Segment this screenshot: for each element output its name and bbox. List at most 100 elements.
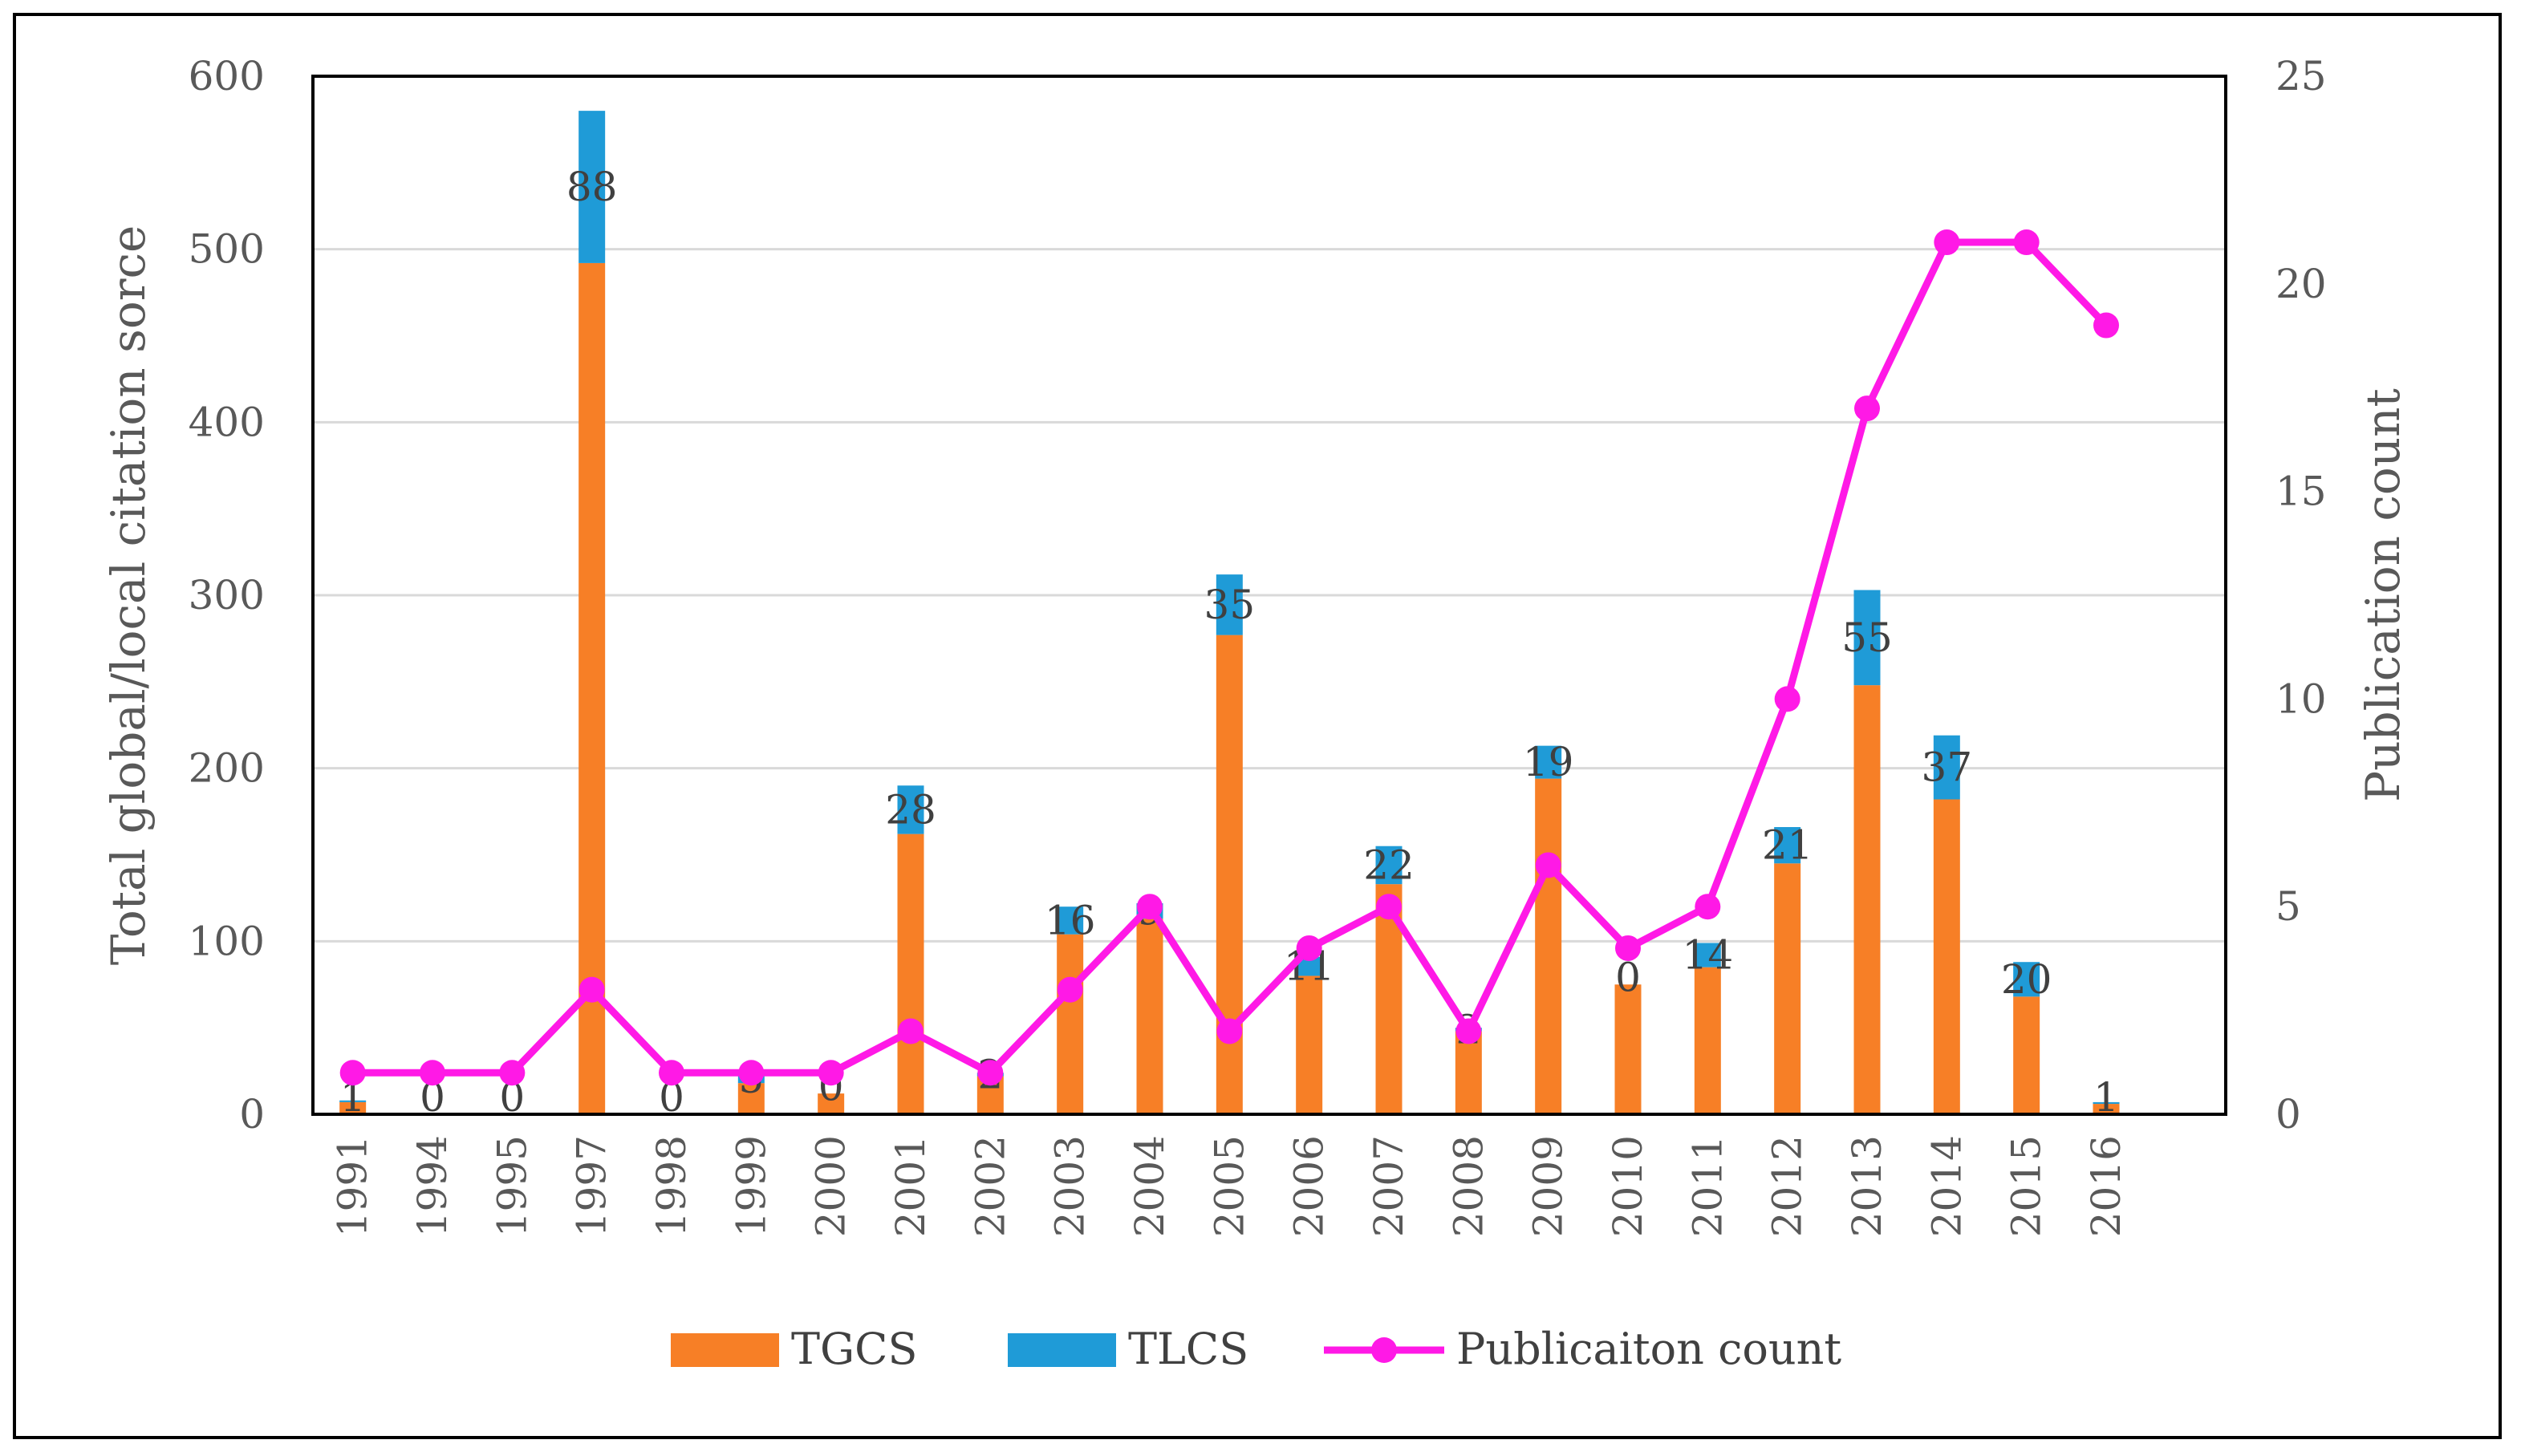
publication-point-2005 — [1216, 1018, 1243, 1044]
y2-tick-15: 15 — [2275, 468, 2327, 515]
bar-tlcs-2012 — [1774, 826, 1801, 864]
x-tick-1997: 1997 — [569, 1135, 615, 1237]
data-label-2003: 16 — [1045, 897, 1096, 943]
data-label-2009: 19 — [1523, 739, 1574, 785]
publication-point-1997 — [578, 976, 605, 1003]
bar-tgcs-2009 — [1535, 778, 1562, 1114]
legend-swatch-tgcs — [671, 1333, 779, 1367]
publication-point-2013 — [1854, 395, 1880, 422]
publication-point-1995 — [499, 1060, 526, 1086]
publication-point-2004 — [1137, 894, 1163, 920]
bar-tlcs-2014 — [1933, 735, 1960, 800]
bar-tgcs-2008 — [1455, 1031, 1482, 1114]
x-tick-2005: 2005 — [1206, 1135, 1252, 1237]
publication-point-2012 — [1774, 686, 1800, 712]
x-tick-1998: 1998 — [648, 1135, 695, 1237]
x-tick-1999: 1999 — [728, 1135, 774, 1237]
y-tick-400: 400 — [189, 399, 265, 445]
bar-tlcs-2005 — [1216, 574, 1243, 635]
y2-tick-25: 25 — [2275, 53, 2327, 99]
legend-label-tlcs: TLCS — [1128, 1324, 1248, 1374]
bar-tgcs-2001 — [897, 833, 924, 1114]
publication-point-2016 — [2093, 312, 2119, 339]
x-tick-2006: 2006 — [1286, 1135, 1333, 1237]
x-tick-2009: 2009 — [1525, 1135, 1572, 1237]
publication-point-2011 — [1695, 894, 1721, 920]
bar-tgcs-2011 — [1694, 967, 1721, 1114]
data-label-2012: 21 — [1762, 822, 1813, 869]
publication-point-2009 — [1535, 852, 1561, 878]
bar-tlcs-2006 — [1296, 956, 1323, 976]
chart-frame — [13, 13, 2502, 1439]
x-tick-2002: 2002 — [967, 1135, 1013, 1237]
bar-tlcs-2016 — [2093, 1101, 2120, 1105]
publication-point-2014 — [1934, 229, 1960, 256]
legend-swatch-tlcs — [1008, 1333, 1116, 1367]
publication-point-2000 — [818, 1060, 844, 1086]
y-tick-100: 100 — [189, 918, 265, 964]
x-tick-2014: 2014 — [1923, 1135, 1970, 1237]
x-tick-2004: 2004 — [1127, 1135, 1173, 1237]
bar-tlcs-1991 — [339, 1100, 367, 1102]
x-tick-2001: 2001 — [887, 1135, 934, 1237]
data-label-2011: 14 — [1683, 932, 1734, 979]
publication-point-1999 — [738, 1060, 765, 1086]
bar-tgcs-2016 — [2093, 1104, 2120, 1114]
bar-tlcs-2011 — [1694, 943, 1721, 967]
bar-tlcs-2003 — [1057, 906, 1084, 935]
bar-tgcs-2010 — [1614, 984, 1642, 1114]
publication-point-2001 — [898, 1018, 924, 1044]
y-tick-200: 200 — [189, 745, 265, 792]
data-label-2016: 1 — [2093, 1074, 2119, 1121]
x-tick-2013: 2013 — [1844, 1135, 1890, 1237]
publication-point-2008 — [1455, 1018, 1482, 1044]
x-tick-1995: 1995 — [489, 1135, 535, 1237]
x-tick-2015: 2015 — [2003, 1135, 2050, 1237]
y-tick-600: 600 — [189, 53, 265, 99]
y2-tick-0: 0 — [2275, 1091, 2301, 1138]
data-label-2013: 55 — [1841, 614, 1893, 661]
y2-tick-5: 5 — [2275, 883, 2301, 930]
data-label-2001: 28 — [885, 786, 936, 833]
bar-tgcs-2003 — [1057, 934, 1084, 1114]
data-label-1997: 88 — [566, 164, 618, 210]
y-tick-0: 0 — [239, 1091, 265, 1138]
bar-tlcs-2009 — [1535, 745, 1562, 779]
publication-point-2007 — [1376, 894, 1402, 920]
data-label-2007: 22 — [1363, 842, 1415, 888]
bar-tlcs-1997 — [578, 111, 606, 263]
bar-tlcs-2015 — [2013, 962, 2040, 997]
x-tick-2016: 2016 — [2083, 1135, 2129, 1237]
publication-point-2006 — [1296, 935, 1322, 961]
y2-tick-10: 10 — [2275, 675, 2327, 722]
data-label-2010: 0 — [1615, 955, 1641, 1001]
publication-point-1994 — [420, 1060, 445, 1086]
x-tick-2000: 2000 — [808, 1135, 855, 1237]
bar-tgcs-1997 — [578, 262, 606, 1114]
legend: TGCS TLCS Publicaiton count — [671, 1324, 1841, 1374]
bar-tgcs-2013 — [1853, 685, 1881, 1114]
x-tick-2007: 2007 — [1366, 1135, 1412, 1237]
x-tick-2008: 2008 — [1445, 1135, 1492, 1237]
publication-point-1998 — [659, 1060, 684, 1086]
publication-point-2010 — [1615, 935, 1641, 961]
bar-tgcs-2000 — [818, 1093, 845, 1114]
bar-tgcs-1999 — [737, 1083, 765, 1114]
axes — [311, 75, 2227, 1116]
y-tick-500: 500 — [189, 226, 265, 273]
publication-point-1991 — [339, 1060, 366, 1086]
publication-point-2003 — [1057, 976, 1083, 1003]
bar-tgcs-2012 — [1774, 863, 1801, 1114]
legend-label-publication: Publicaiton count — [1456, 1324, 1841, 1374]
bar-tgcs-2015 — [2013, 996, 2040, 1114]
gridlines — [313, 248, 2226, 943]
legend-marker-publication — [1371, 1337, 1397, 1363]
x-tick-2012: 2012 — [1764, 1135, 1811, 1237]
legend-label-tgcs: TGCS — [791, 1324, 917, 1374]
bars — [339, 111, 2120, 1114]
x-tick-2011: 2011 — [1684, 1135, 1731, 1237]
data-label-2015: 20 — [2001, 956, 2052, 1003]
publication-line — [339, 229, 2119, 1086]
bar-tgcs-2006 — [1296, 975, 1323, 1114]
